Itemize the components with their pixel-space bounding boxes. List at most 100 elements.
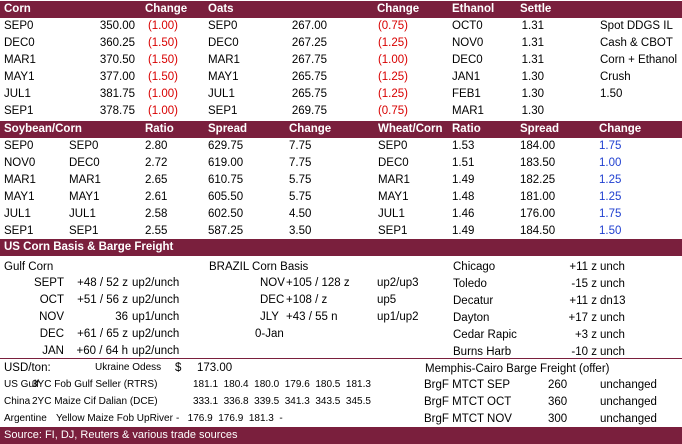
wheat-corn-change: 1.75 bbox=[599, 140, 622, 152]
soy-corn-ratio: 2.72 bbox=[145, 157, 168, 169]
soy-corn-ratio: 2.65 bbox=[145, 174, 168, 186]
soy-corn-ratio: 2.80 bbox=[145, 140, 168, 152]
corn-change: (1.00) bbox=[147, 88, 178, 100]
header-oats: Oats bbox=[208, 3, 234, 15]
corn-month: SEP1 bbox=[69, 225, 99, 237]
brazil-change: up5 bbox=[377, 294, 397, 306]
basis-title-text: US Corn Basis & Barge Freight bbox=[4, 241, 174, 253]
soy-corn-spread: 629.75 bbox=[208, 140, 244, 152]
gulf-month: JAN bbox=[42, 345, 64, 357]
fob-description: 2YC Maize Cif Dalian (DCE) bbox=[32, 396, 158, 407]
wheat-corn-change: 1.25 bbox=[599, 174, 622, 186]
grains-row: MAY1 377.00 (1.50) MAY1 265.75 (1.25) JAN1 1.30… bbox=[0, 69, 682, 86]
ratio-row: JUL1 JUL1 2.58 602.50 4.50 JUL1 1.46 176.00 1.75 bbox=[0, 206, 682, 223]
oats-change: (0.75) bbox=[377, 20, 408, 32]
grains-row: DEC0 360.25 (1.50) DEC0 267.25 (1.25) NOV0 1.31… bbox=[0, 35, 682, 52]
header-ethanol: Ethanol bbox=[452, 3, 495, 15]
fob-description: Yellow Maize Fob UpRiver bbox=[56, 413, 173, 424]
grains-row: JUL1 381.75 (1.00) JUL1 265.75 (1.25) FEB1 1.30… bbox=[0, 86, 682, 103]
oats-price: 265.75 bbox=[291, 71, 327, 83]
grains-header-row: Corn Change Oats Change Ethanol Settle bbox=[0, 1, 682, 18]
ukraine-currency: $ bbox=[175, 362, 182, 374]
basis-value: +11 z bbox=[569, 261, 597, 273]
brazil-month: NOV bbox=[260, 277, 285, 289]
source-text: Source: FI, DJ, Reuters & various trade … bbox=[4, 429, 238, 441]
divider-line bbox=[0, 358, 682, 359]
barge-value: 300 bbox=[548, 413, 568, 425]
wheat-corn-ratio: 1.48 bbox=[452, 191, 475, 203]
oats-price: 267.00 bbox=[291, 20, 327, 32]
ethanol-settle: 1.31 bbox=[521, 20, 544, 32]
gulf-basis: +48 / 52 z bbox=[77, 277, 128, 289]
oats-change: (1.00) bbox=[377, 54, 408, 66]
oats-change: (1.25) bbox=[377, 71, 408, 83]
ratio-row: SEP0 SEP0 2.80 629.75 7.75 SEP0 1.53 184.00 1.75 bbox=[0, 138, 682, 155]
basis-change: dn13 bbox=[600, 295, 626, 307]
ethanol-month: JAN1 bbox=[452, 71, 481, 83]
wheat-corn-spread: 176.00 bbox=[520, 208, 556, 220]
corn-change: (1.50) bbox=[147, 71, 178, 83]
source-footer: Source: FI, DJ, Reuters & various trade … bbox=[0, 427, 682, 444]
wheat-month: DEC0 bbox=[378, 157, 409, 169]
barge-label: BrgF MTCT SEP bbox=[424, 379, 511, 391]
ethanol-month: MAR1 bbox=[452, 105, 484, 117]
soy-corn-ratio: 2.61 bbox=[145, 191, 168, 203]
ethanol-settle: 1.31 bbox=[521, 37, 544, 49]
corn-price: 370.50 bbox=[99, 54, 135, 66]
corn-month: SEP1 bbox=[4, 105, 34, 117]
wheat-corn-change: 1.25 bbox=[599, 191, 622, 203]
oats-month: MAR1 bbox=[208, 54, 240, 66]
grains-row: MAR1 370.50 (1.50) MAR1 267.75 (1.00) DEC0 1.31… bbox=[0, 52, 682, 69]
oats-month: MAY1 bbox=[208, 71, 239, 83]
wheat-month: SEP1 bbox=[378, 225, 408, 237]
barge-value: 360 bbox=[548, 396, 568, 408]
soy-corn-change: 4.50 bbox=[289, 208, 312, 220]
corn-month: DEC0 bbox=[4, 37, 35, 49]
corn-month: MAR1 bbox=[69, 174, 101, 186]
soybean-month: NOV0 bbox=[4, 157, 36, 169]
basis-change: unch bbox=[600, 346, 625, 358]
wheat-corn-spread: 184.00 bbox=[520, 140, 556, 152]
header-corn-change: Change bbox=[145, 3, 188, 15]
header-wheat-ratio: Ratio bbox=[452, 123, 481, 135]
fob-country: Argentine bbox=[4, 413, 47, 424]
header-change: Change bbox=[289, 123, 332, 135]
wheat-corn-change: 1.00 bbox=[599, 157, 622, 169]
ratio-header-row: Soybean/Corn Ratio Spread Change Wheat/C… bbox=[0, 121, 682, 138]
wheat-corn-ratio: 1.51 bbox=[452, 157, 475, 169]
barge-change: unchanged bbox=[600, 413, 657, 425]
basis-value: +17 z bbox=[568, 312, 597, 324]
usd-per-ton-label: USD/ton: bbox=[4, 362, 51, 374]
gulf-basis: +61 / 65 z bbox=[77, 328, 128, 340]
basis-location: Decatur bbox=[453, 295, 494, 307]
soy-corn-change: 5.75 bbox=[289, 174, 312, 186]
wheat-corn-change: 1.50 bbox=[599, 225, 622, 237]
grains-row: SEP1 378.75 (1.00) SEP1 269.75 (0.75) MAR1 1.30 bbox=[0, 103, 682, 120]
corn-month: SEP0 bbox=[69, 140, 99, 152]
soy-corn-spread: 605.50 bbox=[208, 191, 244, 203]
soy-corn-spread: 602.50 bbox=[208, 208, 244, 220]
header-wheat-change: Change bbox=[599, 123, 642, 135]
header-oats-change: Change bbox=[377, 3, 420, 15]
oats-month: DEC0 bbox=[208, 37, 239, 49]
wheat-corn-spread: 183.50 bbox=[520, 157, 556, 169]
wheat-corn-ratio: 1.49 bbox=[452, 174, 475, 186]
header-wheat-corn: Wheat/Corn bbox=[378, 123, 443, 135]
wheat-month: SEP0 bbox=[378, 140, 408, 152]
corn-month: JUL1 bbox=[4, 88, 31, 100]
wheat-month: MAR1 bbox=[378, 174, 410, 186]
soybean-month: MAR1 bbox=[4, 174, 36, 186]
ethanol-settle: 1.30 bbox=[521, 71, 544, 83]
wheat-corn-change: 1.75 bbox=[599, 208, 622, 220]
corn-month: MAR1 bbox=[4, 54, 36, 66]
wheat-month: JUL1 bbox=[378, 208, 405, 220]
wheat-corn-ratio: 1.49 bbox=[452, 225, 475, 237]
soy-corn-spread: 619.00 bbox=[208, 157, 244, 169]
basis-value: -15 z bbox=[571, 278, 597, 290]
basis-location: Cedar Rapic bbox=[453, 329, 517, 341]
oats-month: SEP0 bbox=[208, 20, 238, 32]
corn-month: JUL1 bbox=[69, 208, 96, 220]
wheat-corn-spread: 182.25 bbox=[520, 174, 556, 186]
gulf-basis: +51 / 56 z bbox=[77, 294, 128, 306]
barge-title: Memphis-Cairo Barge Freight (offer) bbox=[425, 363, 610, 375]
